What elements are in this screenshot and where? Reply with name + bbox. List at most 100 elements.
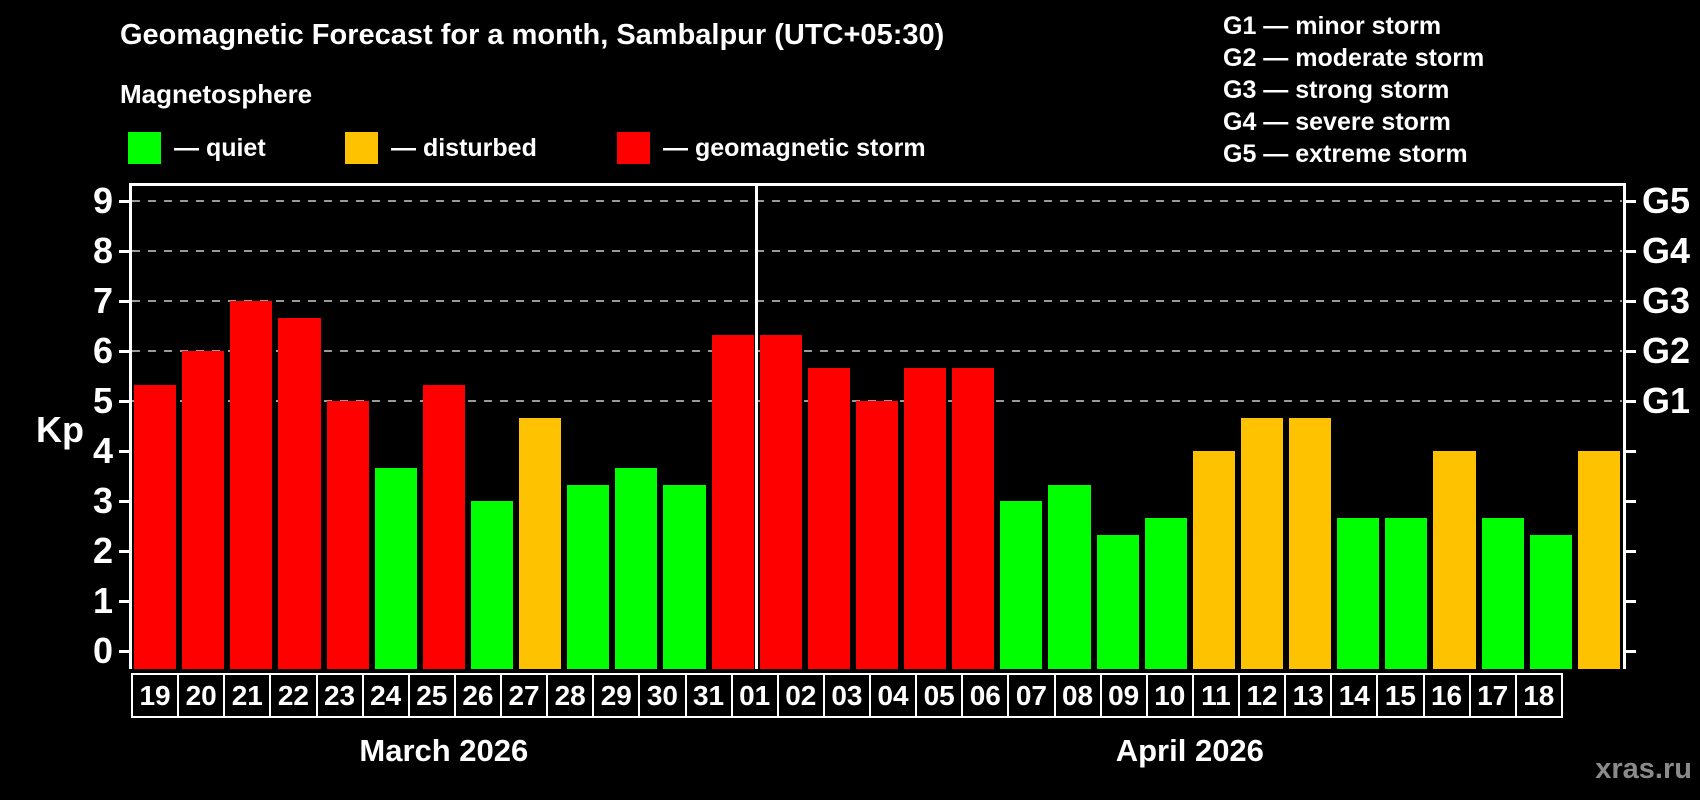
y-tick-label: 3 [92, 480, 113, 521]
y-axis-line [129, 183, 132, 669]
bar-march-29 [615, 467, 658, 669]
y-tick-label: 8 [92, 230, 113, 271]
chart-subtitle: Magnetosphere [120, 79, 313, 109]
disturbed-color-swatch [345, 132, 378, 164]
bar-april-08 [1096, 534, 1139, 669]
y-tick-right [1626, 249, 1636, 253]
y-tick-label: 9 [92, 180, 113, 221]
g-axis-label-g5: G5 [1642, 180, 1691, 221]
bar-march-21 [230, 301, 273, 669]
g3-legend-line: G3 — strong storm [1223, 76, 1450, 104]
date-cell-05: 05 [915, 673, 964, 718]
bar-april-06 [1000, 501, 1043, 669]
plot-top-border [129, 183, 1626, 186]
bar-april-17 [1529, 534, 1572, 669]
y-tick-label: 7 [92, 280, 113, 321]
date-cell-04: 04 [869, 673, 918, 718]
legend-label-storm: — geomagnetic storm [663, 133, 926, 162]
g2-legend-line: G2 — moderate storm [1223, 44, 1485, 72]
date-cell-28: 28 [546, 673, 595, 718]
legend-item-disturbed: — disturbed [345, 131, 537, 165]
y-tick-left [119, 449, 129, 453]
date-cell-29: 29 [592, 673, 641, 718]
right-axis-line [1623, 183, 1626, 669]
y-axis-title: Kp [36, 409, 84, 450]
watermark: xras.ru [1595, 753, 1692, 785]
bar-april-09 [1144, 517, 1187, 669]
y-tick-left [119, 349, 129, 353]
bar-march-26 [470, 501, 514, 669]
date-axis-row: 19 20 21 22 23 24 25 26 27 28 29 30 31 01 02 03 04 05 06 07… [131, 673, 1623, 718]
y-tick-left [119, 499, 129, 503]
date-cell-18: 18 [1514, 673, 1563, 718]
gridline-kp8 [132, 250, 1622, 252]
month-separator-line [755, 183, 759, 669]
date-cell-09: 09 [1099, 673, 1148, 718]
bar-march-27 [519, 417, 562, 669]
y-tick-left [119, 299, 129, 303]
y-tick-right [1626, 449, 1636, 453]
date-cell-07: 07 [1007, 673, 1056, 718]
bar-march-30 [663, 484, 706, 669]
date-cell-30: 30 [638, 673, 687, 718]
y-tick-left [119, 399, 129, 403]
g-scale-legend: G1 — minor storm G2 — moderate storm G3 … [1223, 10, 1484, 170]
y-tick-right [1626, 599, 1636, 603]
month-label-march: March 2026 [359, 733, 529, 768]
legend-label-disturbed: — disturbed [391, 133, 537, 162]
bar-march-23 [326, 401, 369, 669]
legend-item-storm: — geomagnetic storm [617, 131, 926, 165]
g-axis-label-g2: G2 [1642, 330, 1691, 371]
date-cell-31: 31 [684, 673, 733, 718]
y-tick-left [119, 599, 129, 603]
bar-march-31 [711, 334, 754, 669]
date-cell-17: 17 [1468, 673, 1517, 718]
date-cell-24: 24 [361, 673, 410, 718]
bar-april-10 [1192, 451, 1235, 669]
date-cell-16: 16 [1422, 673, 1471, 718]
y-tick-right [1626, 649, 1636, 653]
gridline-kp9 [132, 200, 1622, 202]
bar-april-13 [1337, 517, 1380, 669]
bar-april-05 [952, 367, 995, 669]
month-label-april: April 2026 [1115, 733, 1264, 768]
g4-legend-line: G4 — severe storm [1223, 108, 1451, 136]
bar-april-16 [1481, 517, 1524, 669]
bar-march-28 [567, 484, 610, 669]
y-tick-right [1626, 399, 1636, 403]
y-tick-label: 6 [92, 330, 113, 371]
y-tick-right [1626, 349, 1636, 353]
bar-april-01 [759, 334, 802, 669]
date-cell-08: 08 [1053, 673, 1102, 718]
date-cell-21: 21 [223, 673, 272, 718]
bar-april-07 [1048, 484, 1091, 669]
y-tick-left [119, 199, 129, 203]
bar-april-02 [807, 367, 850, 669]
legend-label-quiet: — quiet [174, 133, 266, 162]
date-cell-23: 23 [315, 673, 364, 718]
y-tick-label: 1 [92, 580, 113, 621]
y-tick-right [1626, 199, 1636, 203]
date-cell-22: 22 [269, 673, 318, 718]
gridline-kp6 [132, 350, 1622, 352]
bar-april-14 [1385, 517, 1428, 669]
date-cell-10: 10 [1145, 673, 1194, 718]
page-title: Geomagnetic Forecast for a month, Sambal… [120, 19, 945, 51]
date-cell-06: 06 [961, 673, 1010, 718]
date-cell-14: 14 [1330, 673, 1379, 718]
bar-march-24 [374, 467, 417, 669]
g1-legend-line: G1 — minor storm [1223, 12, 1442, 40]
date-cell-20: 20 [177, 673, 226, 718]
y-tick-label: 5 [92, 380, 113, 421]
gridline-kp7 [132, 300, 1622, 302]
g-axis-label-g4: G4 [1642, 230, 1691, 271]
g-axis-label-g3: G3 [1642, 280, 1691, 321]
date-cell-01: 01 [730, 673, 779, 718]
date-cell-26: 26 [453, 673, 502, 718]
date-cell-12: 12 [1238, 673, 1287, 718]
y-tick-left [119, 549, 129, 553]
bar-april-04 [904, 367, 947, 669]
y-tick-left [119, 649, 129, 653]
storm-color-swatch [617, 132, 650, 164]
bar-march-19 [134, 384, 177, 669]
